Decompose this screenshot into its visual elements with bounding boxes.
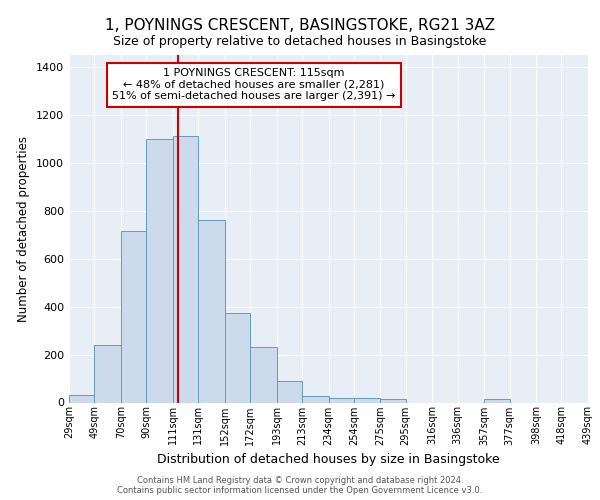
Bar [302, 396, 329, 402]
Bar [69, 396, 94, 402]
Text: 1, POYNINGS CRESCENT, BASINGSTOKE, RG21 3AZ: 1, POYNINGS CRESCENT, BASINGSTOKE, RG21 … [105, 18, 495, 32]
Bar [146, 139, 173, 402]
Bar [380, 399, 406, 402]
X-axis label: Distribution of detached houses by size in Basingstoke: Distribution of detached houses by size … [157, 453, 500, 466]
Bar [354, 398, 380, 402]
Text: Size of property relative to detached houses in Basingstoke: Size of property relative to detached ho… [113, 35, 487, 48]
Y-axis label: Number of detached properties: Number of detached properties [17, 136, 31, 322]
Bar [121, 231, 146, 402]
Text: 1 POYNINGS CRESCENT: 115sqm
← 48% of detached houses are smaller (2,281)
51% of : 1 POYNINGS CRESCENT: 115sqm ← 48% of det… [112, 68, 395, 102]
Text: Contains public sector information licensed under the Open Government Licence v3: Contains public sector information licen… [118, 486, 482, 495]
Bar [277, 381, 302, 402]
Bar [94, 345, 121, 403]
Bar [173, 136, 198, 402]
Bar [329, 398, 354, 402]
Bar [224, 312, 250, 402]
Bar [198, 220, 225, 402]
Text: Contains HM Land Registry data © Crown copyright and database right 2024.: Contains HM Land Registry data © Crown c… [137, 476, 463, 485]
Bar [250, 348, 277, 403]
Bar [484, 399, 509, 402]
